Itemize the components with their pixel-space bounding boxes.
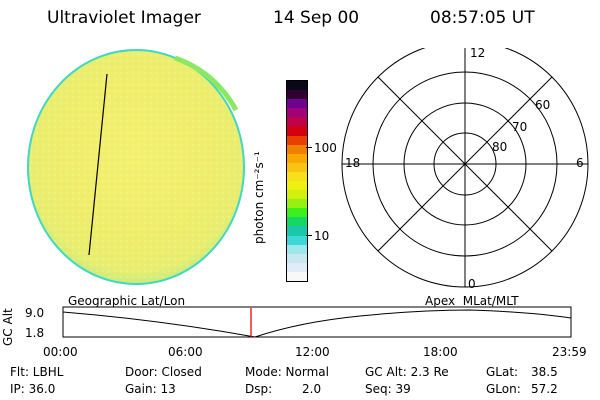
colorbar-segment bbox=[287, 153, 307, 163]
dayglow-edge bbox=[174, 55, 239, 112]
colorbar-segment bbox=[287, 199, 307, 209]
colorbar-segment bbox=[287, 253, 307, 263]
time-label: 08:57:05 UT bbox=[430, 8, 535, 28]
colorbar-segment bbox=[287, 108, 307, 118]
colorbar-segment bbox=[287, 226, 307, 236]
colorbar bbox=[286, 80, 308, 282]
lat-label-70: 70 bbox=[512, 120, 528, 134]
x-tick-0000: 00:00 bbox=[43, 345, 78, 359]
lat-label-60: 60 bbox=[535, 98, 551, 112]
status-glat-value: 38.5 bbox=[531, 365, 558, 379]
status-seq: Seq: 39 bbox=[365, 382, 411, 396]
status-mode: Mode: Normal bbox=[245, 365, 329, 379]
status-gain: Gain: 13 bbox=[125, 382, 176, 396]
colorbar-segment bbox=[287, 235, 307, 245]
colorbar-tick-mark-high bbox=[306, 147, 312, 148]
colorbar-segment bbox=[287, 208, 307, 218]
y-tick-1-8: 1.8 bbox=[25, 326, 45, 340]
colorbar-segment bbox=[287, 99, 307, 109]
colorbar-segment bbox=[287, 271, 307, 281]
colorbar-tick-mark-low bbox=[306, 235, 312, 236]
status-glat-label: GLat: bbox=[486, 365, 519, 379]
mlt-label-6: 6 bbox=[576, 156, 584, 170]
colorbar-segment bbox=[287, 171, 307, 181]
status-ip: IP: 36.0 bbox=[10, 382, 56, 396]
colorbar-segment bbox=[287, 126, 307, 136]
colorbar-segment bbox=[287, 135, 307, 145]
x-tick-2359: 23:59 bbox=[552, 345, 587, 359]
colorbar-segment bbox=[287, 190, 307, 200]
orbit-plot-frame bbox=[62, 306, 572, 338]
status-flt: Flt: LBHL bbox=[10, 365, 64, 379]
geographic-label: Geographic Lat/Lon bbox=[68, 294, 186, 308]
colorbar-segment bbox=[287, 180, 307, 191]
mlt-label-0: 0 bbox=[468, 277, 476, 291]
colorbar-segment bbox=[287, 244, 307, 254]
colorbar-segment bbox=[287, 262, 307, 272]
colorbar-segment bbox=[287, 117, 307, 127]
date-label: 14 Sep 00 bbox=[273, 8, 360, 28]
colorbar-tick-10: 10 bbox=[314, 229, 330, 243]
orbit-altitude-curve bbox=[62, 309, 572, 338]
x-tick-0600: 06:00 bbox=[168, 345, 203, 359]
x-tick-1800: 18:00 bbox=[423, 345, 458, 359]
colorbar-segment bbox=[287, 90, 307, 100]
mlt-label-18: 18 bbox=[345, 156, 361, 170]
apex-label: Apex MLat/MLT bbox=[425, 294, 519, 308]
y-tick-9: 9.0 bbox=[25, 306, 45, 320]
status-gc-alt: GC Alt: 2.3 Re bbox=[365, 365, 449, 379]
colorbar-segment bbox=[287, 144, 307, 154]
colorbar-tick-100: 100 bbox=[314, 141, 337, 155]
polar-grid bbox=[341, 48, 589, 288]
status-door: Door: Closed bbox=[125, 365, 202, 379]
colorbar-segment bbox=[287, 80, 307, 91]
x-tick-1200: 12:00 bbox=[295, 345, 330, 359]
instrument-title: Ultraviolet Imager bbox=[47, 8, 201, 28]
status-glon-label: GLon: bbox=[486, 382, 521, 396]
status-dsp-value: 2.0 bbox=[302, 382, 322, 396]
lat-label-80: 80 bbox=[492, 140, 508, 154]
colorbar-segment bbox=[287, 217, 307, 227]
earth-disk-texture bbox=[30, 52, 242, 282]
status-glon-value: 57.2 bbox=[531, 382, 558, 396]
polar-diagonal-2 bbox=[377, 76, 553, 252]
terminator-line bbox=[88, 73, 108, 256]
mlt-label-12: 12 bbox=[470, 46, 486, 60]
colorbar-segment bbox=[287, 162, 307, 172]
status-dsp-label: Dsp: bbox=[245, 382, 273, 396]
